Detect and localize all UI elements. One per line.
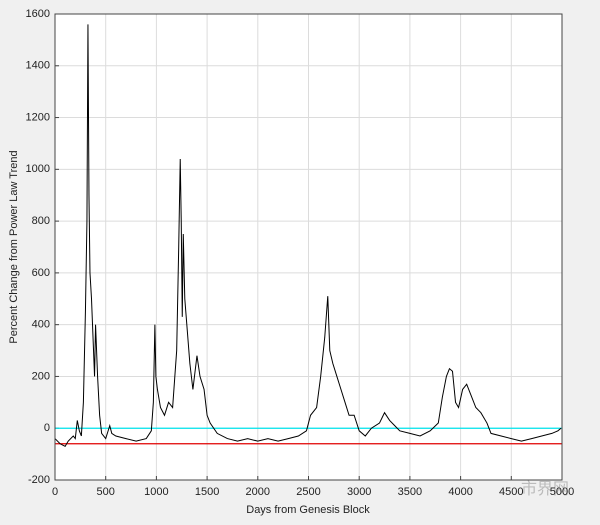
plot-frame <box>54 13 563 481</box>
x-tick-label: 3500 <box>398 486 422 498</box>
y-tick-label: 1000 <box>26 163 50 175</box>
y-tick-label: 0 <box>44 422 50 434</box>
x-tick-label: 500 <box>97 486 115 498</box>
y-tick-label: 1600 <box>26 8 50 20</box>
x-tick-label: 2500 <box>296 486 320 498</box>
y-tick-label: 1400 <box>26 60 50 72</box>
watermark: 市界网 <box>521 480 569 498</box>
x-tick-label: 3000 <box>347 486 371 498</box>
y-tick-label: 800 <box>32 215 50 227</box>
y-tick-label: 400 <box>32 319 50 331</box>
x-tick-label: 1500 <box>195 486 219 498</box>
x-tick-label: 0 <box>52 486 58 498</box>
x-tick-label: 4500 <box>499 486 523 498</box>
y-axis-label: Percent Change from Power Law Trend <box>8 150 20 343</box>
x-tick-label: 4000 <box>448 486 472 498</box>
y-tick-label: 600 <box>32 267 50 279</box>
x-axis-label: Days from Genesis Block <box>246 504 370 516</box>
y-tick-label: 200 <box>32 370 50 382</box>
x-tick-label: 2000 <box>246 486 270 498</box>
data-line <box>54 24 562 447</box>
x-tick-label: 5000 <box>550 486 574 498</box>
y-tick-label: 1200 <box>26 111 50 123</box>
y-tick-label: -200 <box>28 474 50 486</box>
x-tick-label: 1000 <box>144 486 168 498</box>
